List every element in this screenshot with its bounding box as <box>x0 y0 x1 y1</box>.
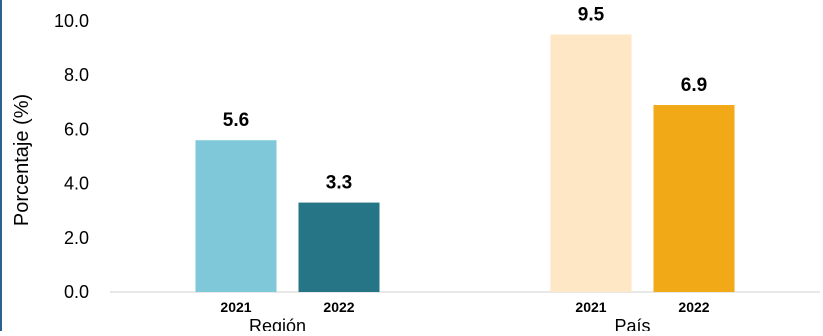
y-tick-label: 4.0 <box>64 174 89 194</box>
x-group-label: País <box>614 316 650 331</box>
data-label: 3.3 <box>326 173 352 194</box>
x-tick-label: 2022 <box>678 299 709 315</box>
data-label: 5.6 <box>223 110 249 131</box>
bars-group: 5.6 2021 3.3 2022 Región 9.5 2021 6.9 2022 País <box>195 5 735 336</box>
bar <box>298 202 380 292</box>
y-tick-label: 6.0 <box>64 119 89 139</box>
bar <box>653 105 735 292</box>
data-label: 9.5 <box>578 5 605 26</box>
data-label: 6.9 <box>681 75 707 96</box>
y-tick-label: 8.0 <box>64 65 89 85</box>
x-tick-label: 2021 <box>220 299 251 315</box>
y-tick-label: 10.0 <box>54 11 89 31</box>
y-tick-label: 2.0 <box>64 228 89 248</box>
y-axis-label: Porcentaje (%) <box>11 94 33 226</box>
x-group-label: Región <box>249 316 306 331</box>
x-tick-label: 2021 <box>575 299 606 315</box>
bar <box>550 34 632 293</box>
y-axis: 0.0 2.0 4.0 6.0 8.0 10.0 <box>54 11 89 302</box>
bar <box>195 140 277 292</box>
y-tick-label: 0.0 <box>64 282 89 302</box>
x-tick-label: 2022 <box>323 299 354 315</box>
